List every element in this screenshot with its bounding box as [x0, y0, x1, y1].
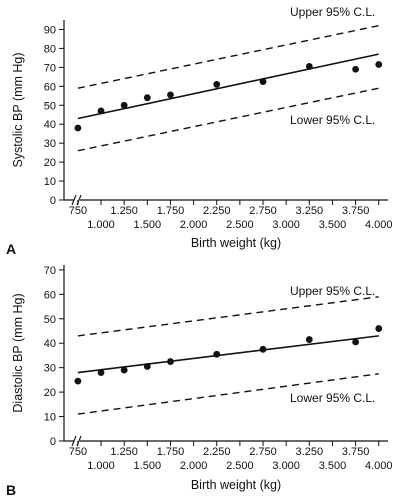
y-tick-label: 30 — [44, 363, 56, 375]
panel-letter: B — [6, 482, 16, 498]
data-point — [143, 94, 151, 102]
lower-95-cl-line — [77, 87, 379, 152]
data-point — [352, 65, 359, 73]
panel-letter: A — [6, 241, 16, 257]
axis-break-gap — [74, 435, 80, 447]
data-point — [375, 325, 383, 332]
x-tick-label-lower: 1.500 — [134, 460, 162, 472]
x-tick-label-lower: 2.500 — [226, 219, 254, 231]
lower-95-cl-line — [77, 373, 379, 415]
x-tick-label-upper: 2.750 — [249, 205, 277, 217]
x-tick-label-lower: 2.500 — [226, 460, 254, 472]
x-tick-label-lower: 2.000 — [180, 219, 208, 231]
y-axis-title: Diastolic BP (mm Hg) — [11, 293, 25, 412]
x-tick-label-upper: 1.750 — [157, 446, 185, 458]
y-tick-label: 0 — [50, 436, 56, 448]
diastolic-bp-panel: 0 10 20 30 40 50 60 70 750 1.250 1.750 2.250 2.750 3.… — [6, 265, 393, 498]
lower-cl-label: Lower 95% C.L. — [290, 391, 375, 405]
y-tick-label: 40 — [44, 119, 56, 131]
upper-95-cl-line — [77, 296, 379, 337]
y-tick-label: 80 — [44, 43, 56, 55]
x-tick-label-lower: 4.000 — [365, 460, 393, 472]
x-tick-label-upper: 2.750 — [249, 446, 277, 458]
x-tick-label-upper: 3.250 — [296, 446, 324, 458]
y-tick-label: 40 — [44, 338, 56, 350]
data-point — [213, 81, 221, 88]
axis-break-mark — [71, 435, 77, 447]
y-axis-title: Systolic BP (mm Hg) — [11, 52, 25, 167]
x-axis-title: Birth weight (kg) — [191, 478, 281, 492]
y-tick-label: 60 — [44, 289, 56, 301]
x-tick-label-upper: 1.750 — [157, 205, 185, 217]
regression-line — [77, 335, 379, 374]
upper-95-cl-line — [77, 24, 379, 89]
data-point — [120, 366, 128, 374]
axis-break-mark — [71, 194, 77, 206]
axis-break-gap — [74, 194, 80, 206]
y-tick-label: 10 — [44, 176, 56, 188]
x-tick-label-lower: 3.000 — [272, 219, 300, 231]
y-tick-label: 20 — [44, 387, 56, 399]
x-tick-label-upper: 1.250 — [110, 446, 138, 458]
x-tick-label-lower: 1.000 — [87, 219, 115, 231]
y-tick-label: 70 — [44, 62, 56, 74]
y-tick-label: 70 — [44, 265, 56, 277]
x-tick-label-upper: 3.750 — [342, 205, 370, 217]
upper-cl-label: Upper 95% C.L. — [290, 5, 375, 19]
y-tick-label: 50 — [44, 100, 56, 112]
data-point — [167, 91, 174, 99]
data-point — [213, 350, 221, 358]
x-tick-label-lower: 2.000 — [180, 460, 208, 472]
data-point — [167, 358, 174, 365]
data-point — [143, 363, 151, 370]
data-point — [120, 101, 128, 109]
data-point — [352, 338, 359, 346]
lower-cl-label: Lower 95% C.L. — [290, 113, 375, 127]
systolic-bp-panel: 0 10 20 30 40 50 60 70 80 90 750 1.250 1.750 2.250 2.7… — [6, 5, 393, 257]
data-point — [305, 63, 313, 70]
x-tick-label-upper: 2.250 — [203, 446, 231, 458]
data-point — [74, 124, 82, 132]
data-point — [74, 377, 82, 385]
data-point — [97, 369, 105, 376]
regression-line — [77, 53, 379, 120]
x-tick-label-upper: 3.250 — [296, 205, 324, 217]
upper-cl-label: Upper 95% C.L. — [290, 284, 375, 298]
y-tick-label: 20 — [44, 157, 56, 169]
data-point — [259, 345, 267, 353]
y-tick-label: 30 — [44, 138, 56, 150]
x-tick-label-lower: 3.000 — [272, 460, 300, 472]
data-point — [375, 61, 383, 68]
data-point — [97, 107, 105, 115]
data-point — [259, 78, 267, 85]
y-tick-label: 10 — [44, 412, 56, 424]
y-tick-label: 90 — [44, 24, 56, 36]
y-tick-label: 0 — [50, 195, 56, 207]
x-tick-label-upper: 2.250 — [203, 205, 231, 217]
data-point — [305, 336, 313, 343]
x-tick-label-upper: 750 — [69, 205, 87, 217]
y-tick-label: 60 — [44, 81, 56, 93]
x-axis-title: Birth weight (kg) — [191, 236, 281, 250]
x-tick-label-upper: 750 — [69, 446, 87, 458]
x-tick-label-lower: 3.500 — [319, 219, 347, 231]
x-tick-label-lower: 3.500 — [319, 460, 347, 472]
x-tick-label-upper: 3.750 — [342, 446, 370, 458]
x-tick-label-lower: 1.500 — [134, 219, 162, 231]
x-tick-label-lower: 1.000 — [87, 460, 115, 472]
x-tick-label-upper: 1.250 — [110, 205, 138, 217]
x-tick-label-lower: 4.000 — [365, 219, 393, 231]
y-tick-label: 50 — [44, 314, 56, 326]
